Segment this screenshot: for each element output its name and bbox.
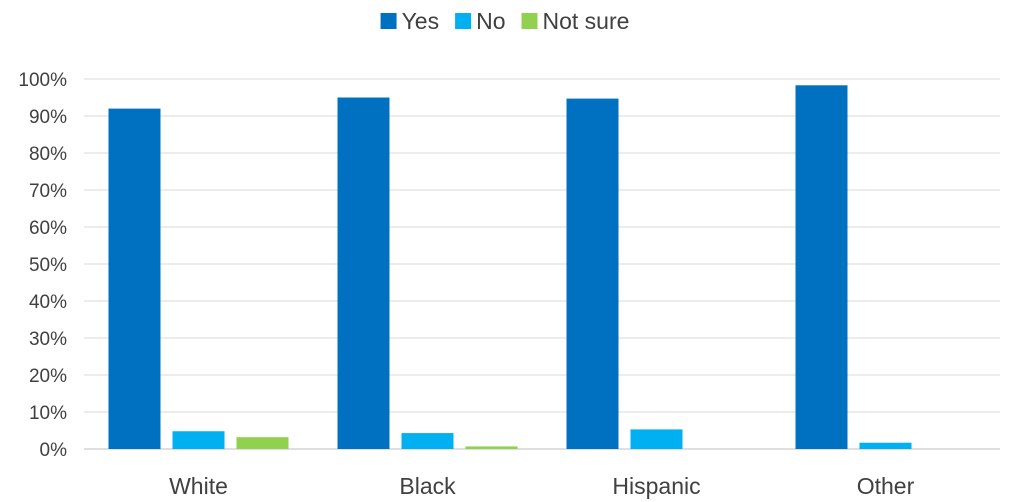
legend-item-not-sure: Not sure xyxy=(521,8,630,34)
bar-group-hispanic xyxy=(566,98,683,450)
bar-not-sure-white xyxy=(236,437,289,449)
bar-no-black xyxy=(401,433,454,449)
bar-yes-other xyxy=(795,85,848,449)
y-tick-label-90: 90% xyxy=(29,107,67,128)
bar-no-hispanic xyxy=(630,429,683,449)
bars xyxy=(108,85,912,450)
legend: Yes No Not sure xyxy=(380,8,630,34)
legend-swatch-not-sure xyxy=(521,13,538,29)
bar-no-white xyxy=(172,431,225,449)
y-axis: 0% 10% 20% 30% 40% 50% 60% 70% 80% 90% 100% xyxy=(18,70,67,461)
legend-label-yes: Yes xyxy=(402,8,440,34)
y-tick-label-20: 20% xyxy=(29,366,67,387)
y-tick-label-0: 0% xyxy=(40,440,68,461)
x-axis: White Black Hispanic Other xyxy=(169,473,914,499)
y-tick-label-60: 60% xyxy=(29,218,67,239)
legend-label-no: No xyxy=(476,8,505,34)
x-category-label-hispanic: Hispanic xyxy=(612,473,700,499)
gridlines xyxy=(84,78,1000,450)
x-category-label-black: Black xyxy=(399,473,456,499)
y-tick-label-40: 40% xyxy=(29,292,67,313)
bar-group-white xyxy=(108,108,289,449)
bar-yes-white xyxy=(108,108,161,449)
x-category-label-white: White xyxy=(169,473,228,499)
y-tick-label-100: 100% xyxy=(18,70,67,91)
bar-no-other xyxy=(859,442,912,449)
bar-group-black xyxy=(337,97,518,449)
bar-yes-hispanic xyxy=(566,98,619,450)
legend-item-yes: Yes xyxy=(380,8,440,34)
legend-swatch-yes xyxy=(380,13,397,29)
x-category-label-other: Other xyxy=(857,473,915,499)
y-tick-label-30: 30% xyxy=(29,329,67,350)
y-tick-label-10: 10% xyxy=(29,403,67,424)
bar-yes-black xyxy=(337,97,390,449)
bar-group-other xyxy=(795,85,912,449)
y-tick-label-80: 80% xyxy=(29,144,67,165)
y-tick-label-50: 50% xyxy=(29,255,67,276)
legend-label-not-sure: Not sure xyxy=(543,8,630,34)
legend-swatch-no xyxy=(455,13,472,29)
bar-not-sure-black xyxy=(465,446,518,449)
y-tick-label-70: 70% xyxy=(29,181,67,202)
legend-item-no: No xyxy=(455,8,506,34)
